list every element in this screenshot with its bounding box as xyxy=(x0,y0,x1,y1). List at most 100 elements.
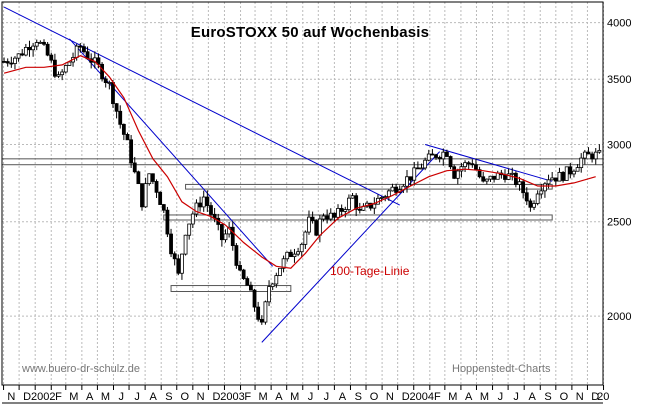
price-bar-body xyxy=(67,61,72,66)
price-bar-body xyxy=(16,53,21,59)
x-tick-label: S xyxy=(165,391,172,403)
price-bar-body xyxy=(194,202,199,215)
trendline-upper-downtrend-2004 xyxy=(424,144,553,182)
x-tick-label: A xyxy=(86,391,94,403)
price-bar-body xyxy=(419,167,424,170)
x-tick-label: F xyxy=(434,391,441,403)
price-bar-body xyxy=(492,175,497,180)
price-bar-body xyxy=(150,173,155,182)
x-tick-label: O xyxy=(560,391,569,403)
price-bar-body xyxy=(303,231,308,245)
price-bar-body xyxy=(249,284,253,291)
price-bar-body xyxy=(60,71,65,76)
price-bar-body xyxy=(219,224,224,241)
price-bar-body xyxy=(5,61,10,64)
price-bar-body xyxy=(524,192,529,202)
x-tick-label: N xyxy=(197,391,205,403)
x-tick-label: 2002 xyxy=(31,391,55,403)
price-bar-body xyxy=(56,74,61,77)
x-tick-label: D xyxy=(402,391,410,403)
footer-left: www.buero-dr-schulz.de xyxy=(21,363,140,375)
price-bar-body xyxy=(405,176,409,187)
x-tick-label: J xyxy=(134,391,140,403)
price-bar-body xyxy=(521,181,526,194)
price-bar-body xyxy=(263,301,268,323)
price-bar-body xyxy=(281,258,286,269)
chart-title: EuroSTOXX 50 auf Wochenbasis xyxy=(191,24,429,41)
price-bar-body xyxy=(426,153,431,161)
price-bar-body xyxy=(557,171,562,182)
price-bar-body xyxy=(38,41,43,44)
price-bar-body xyxy=(328,212,333,220)
price-bar-body xyxy=(241,269,246,279)
price-bar-body xyxy=(481,176,486,182)
price-bar-body xyxy=(455,170,460,179)
price-bar-body xyxy=(96,57,101,65)
x-tick-label: D xyxy=(212,391,220,403)
price-bar-body xyxy=(310,216,315,222)
price-bar-body xyxy=(568,166,573,175)
price-bar-body xyxy=(452,166,457,179)
price-bar-body xyxy=(205,196,210,206)
price-bar-body xyxy=(165,209,170,235)
price-bar-body xyxy=(470,163,475,166)
x-tick-label: A xyxy=(275,391,283,403)
x-tick-label: 2003 xyxy=(220,391,244,403)
price-bar-body xyxy=(100,63,104,80)
price-bar-body xyxy=(474,164,478,171)
price-bar-body xyxy=(379,197,384,199)
ma-series xyxy=(3,55,596,269)
price-bar-body xyxy=(430,153,435,156)
y-tick-label: 3000 xyxy=(607,139,631,151)
x-tick-label: M xyxy=(290,391,299,403)
price-bar-body xyxy=(357,208,362,211)
price-bar-body xyxy=(564,166,569,181)
price-bar-body xyxy=(198,202,202,208)
price-bar-body xyxy=(423,159,428,169)
price-bar-body xyxy=(107,82,112,84)
price-bar-body xyxy=(495,172,500,180)
x-tick-label: D xyxy=(591,391,599,403)
price-bar-body xyxy=(347,197,351,210)
price-bar-body xyxy=(593,151,598,160)
price-bar-body xyxy=(114,103,119,112)
price-bar-body xyxy=(532,203,536,208)
price-bar-body xyxy=(437,157,442,160)
price-bar-body xyxy=(245,278,250,286)
price-bar-body xyxy=(325,215,330,220)
price-bar-body xyxy=(176,258,181,274)
ma-line xyxy=(3,55,596,269)
price-bar-body xyxy=(550,177,555,181)
price-bar-body xyxy=(408,176,413,181)
price-bar-body xyxy=(463,162,467,168)
price-bar-body xyxy=(63,65,68,73)
price-bar-body xyxy=(82,46,86,53)
price-bar-body xyxy=(296,251,300,255)
price-bar-body xyxy=(579,157,584,169)
price-bar-body xyxy=(546,179,551,185)
price-bar-body xyxy=(336,208,340,218)
price-bar-body xyxy=(390,186,395,192)
price-bar-body xyxy=(582,151,587,159)
x-tick-label: M xyxy=(448,391,457,403)
trendlines xyxy=(3,6,553,343)
x-tick-label: N xyxy=(576,391,584,403)
price-bar-body xyxy=(187,223,192,236)
price-bar-body xyxy=(230,226,235,246)
price-bar-body xyxy=(13,57,17,64)
price-bar-body xyxy=(288,251,293,258)
price-bar-body xyxy=(415,167,420,170)
price-bar-body xyxy=(209,205,213,215)
price-bar-body xyxy=(528,200,533,208)
price-bar-body xyxy=(201,196,206,208)
price-bar-body xyxy=(143,183,148,208)
price-bar-body xyxy=(49,54,54,61)
price-bar-body xyxy=(259,318,264,323)
y-tick-label: 3500 xyxy=(607,74,631,86)
price-bar-body xyxy=(190,213,195,225)
x-tick-label: J xyxy=(513,391,519,403)
price-bar-body xyxy=(343,209,348,212)
price-bar-body xyxy=(441,151,446,160)
price-bar-body xyxy=(278,267,282,276)
